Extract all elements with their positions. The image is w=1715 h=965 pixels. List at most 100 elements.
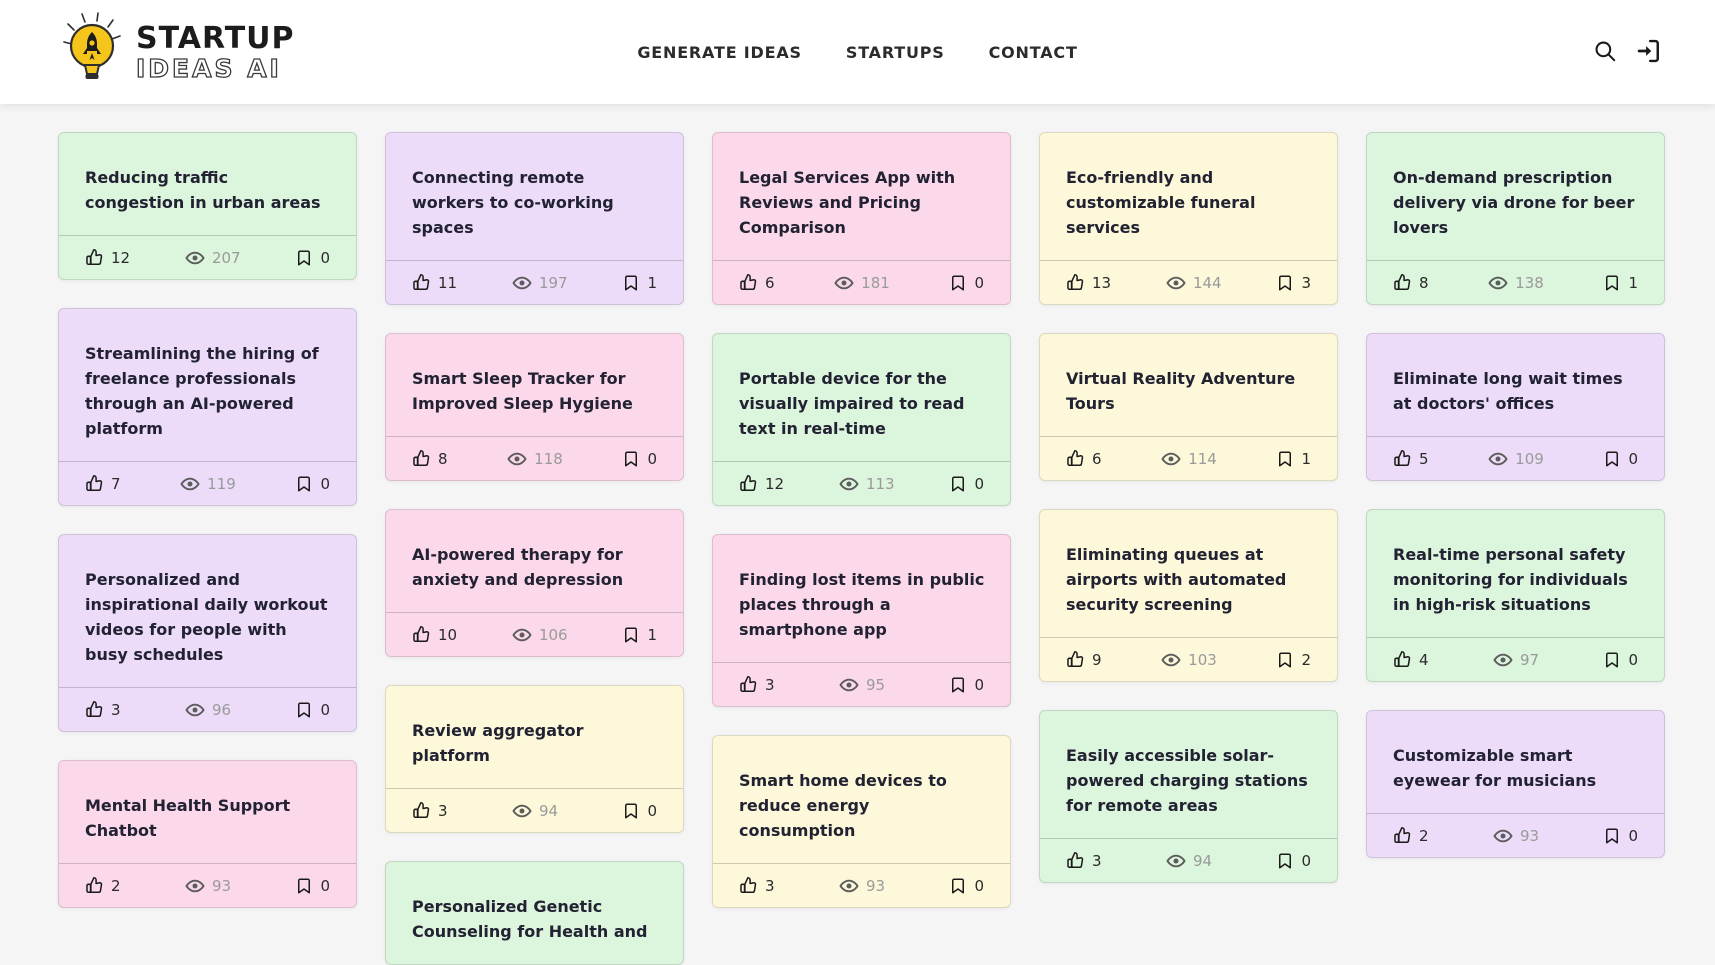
thumbs-up-icon[interactable] [85,700,104,719]
bookmark-stat[interactable]: 0 [1276,852,1311,870]
likes-stat[interactable]: 11 [412,273,457,292]
login-button[interactable] [1635,38,1663,66]
bookmark-stat[interactable]: 0 [949,274,984,292]
bookmark-icon[interactable] [949,877,967,895]
idea-card[interactable]: Smart Sleep Tracker for Improved Sleep H… [385,333,684,481]
idea-card[interactable]: Eco-friendly and customizable funeral se… [1039,132,1338,305]
idea-card[interactable]: Virtual Reality Adventure Tours 6 [1039,333,1338,481]
thumbs-up-icon[interactable] [739,273,758,292]
nav-contact[interactable]: CONTACT [988,42,1078,62]
likes-stat[interactable]: 9 [1066,650,1102,669]
bookmark-stat[interactable]: 1 [1603,274,1638,292]
bookmark-stat[interactable]: 1 [1276,450,1311,468]
bookmark-icon[interactable] [1276,852,1294,870]
bookmark-icon[interactable] [295,701,313,719]
bookmark-stat[interactable]: 2 [1276,651,1311,669]
thumbs-up-icon[interactable] [739,876,758,895]
bookmark-stat[interactable]: 0 [1603,827,1638,845]
thumbs-up-icon[interactable] [1393,826,1412,845]
bookmark-icon[interactable] [1603,827,1621,845]
likes-stat[interactable]: 4 [1393,650,1429,669]
bookmark-icon[interactable] [949,274,967,292]
idea-card[interactable]: Eliminate long wait times at doctors' of… [1366,333,1665,481]
idea-card[interactable]: Finding lost items in public places thro… [712,534,1011,707]
bookmark-stat[interactable]: 0 [949,877,984,895]
likes-stat[interactable]: 3 [739,675,775,694]
likes-stat[interactable]: 7 [85,474,121,493]
likes-stat[interactable]: 5 [1393,449,1429,468]
idea-card[interactable]: Real-time personal safety monitoring for… [1366,509,1665,682]
likes-stat[interactable]: 12 [739,474,784,493]
bookmark-stat[interactable]: 0 [295,249,330,267]
thumbs-up-icon[interactable] [739,675,758,694]
thumbs-up-icon[interactable] [1066,273,1085,292]
thumbs-up-icon[interactable] [85,248,104,267]
idea-card[interactable]: Personalized and inspirational daily wor… [58,534,357,732]
bookmark-stat[interactable]: 0 [622,450,657,468]
bookmark-stat[interactable]: 0 [1603,450,1638,468]
bookmark-icon[interactable] [1276,274,1294,292]
idea-card[interactable]: Mental Health Support Chatbot 2 [58,760,357,908]
bookmark-icon[interactable] [295,249,313,267]
bookmark-icon[interactable] [622,802,640,820]
bookmark-icon[interactable] [295,877,313,895]
likes-stat[interactable]: 6 [1066,449,1102,468]
likes-stat[interactable]: 10 [412,625,457,644]
idea-card[interactable]: Legal Services App with Reviews and Pric… [712,132,1011,305]
likes-stat[interactable]: 3 [85,700,121,719]
thumbs-up-icon[interactable] [85,474,104,493]
bookmark-icon[interactable] [622,274,640,292]
thumbs-up-icon[interactable] [412,449,431,468]
bookmark-icon[interactable] [1603,274,1621,292]
idea-card[interactable]: Personalized Genetic Counseling for Heal… [385,861,684,965]
likes-stat[interactable]: 3 [739,876,775,895]
bookmark-stat[interactable]: 1 [622,626,657,644]
likes-stat[interactable]: 8 [1393,273,1429,292]
likes-stat[interactable]: 13 [1066,273,1111,292]
bookmark-icon[interactable] [1276,450,1294,468]
idea-card[interactable]: Reducing traffic congestion in urban are… [58,132,357,280]
bookmark-stat[interactable]: 0 [949,475,984,493]
idea-card[interactable]: Eliminating queues at airports with auto… [1039,509,1338,682]
bookmark-stat[interactable]: 0 [295,877,330,895]
search-button[interactable] [1591,38,1619,66]
thumbs-up-icon[interactable] [1393,650,1412,669]
idea-card[interactable]: On-demand prescription delivery via dron… [1366,132,1665,305]
idea-card[interactable]: Streamlining the hiring of freelance pro… [58,308,357,506]
thumbs-up-icon[interactable] [1066,851,1085,870]
thumbs-up-icon[interactable] [1066,650,1085,669]
bookmark-stat[interactable]: 0 [295,475,330,493]
idea-card[interactable]: Connecting remote workers to co-working … [385,132,684,305]
thumbs-up-icon[interactable] [1393,273,1412,292]
likes-stat[interactable]: 6 [739,273,775,292]
bookmark-stat[interactable]: 1 [622,274,657,292]
bookmark-icon[interactable] [949,676,967,694]
likes-stat[interactable]: 3 [1066,851,1102,870]
bookmark-icon[interactable] [295,475,313,493]
nav-generate-ideas[interactable]: GENERATE IDEAS [637,42,802,62]
idea-card[interactable]: Easily accessible solar-powered charging… [1039,710,1338,883]
bookmark-stat[interactable]: 0 [949,676,984,694]
thumbs-up-icon[interactable] [1066,449,1085,468]
bookmark-icon[interactable] [622,450,640,468]
bookmark-icon[interactable] [1603,450,1621,468]
likes-stat[interactable]: 2 [85,876,121,895]
bookmark-icon[interactable] [1276,651,1294,669]
bookmark-icon[interactable] [949,475,967,493]
thumbs-up-icon[interactable] [739,474,758,493]
thumbs-up-icon[interactable] [412,625,431,644]
nav-startups[interactable]: STARTUPS [845,42,945,62]
likes-stat[interactable]: 8 [412,449,448,468]
thumbs-up-icon[interactable] [412,273,431,292]
likes-stat[interactable]: 12 [85,248,130,267]
bookmark-stat[interactable]: 0 [295,701,330,719]
idea-card[interactable]: Customizable smart eyewear for musicians… [1366,710,1665,858]
bookmark-stat[interactable]: 0 [1603,651,1638,669]
idea-card[interactable]: AI-powered therapy for anxiety and depre… [385,509,684,657]
bookmark-icon[interactable] [1603,651,1621,669]
bookmark-icon[interactable] [622,626,640,644]
bookmark-stat[interactable]: 3 [1276,274,1311,292]
likes-stat[interactable]: 3 [412,801,448,820]
idea-card[interactable]: Portable device for the visually impaire… [712,333,1011,506]
likes-stat[interactable]: 2 [1393,826,1429,845]
